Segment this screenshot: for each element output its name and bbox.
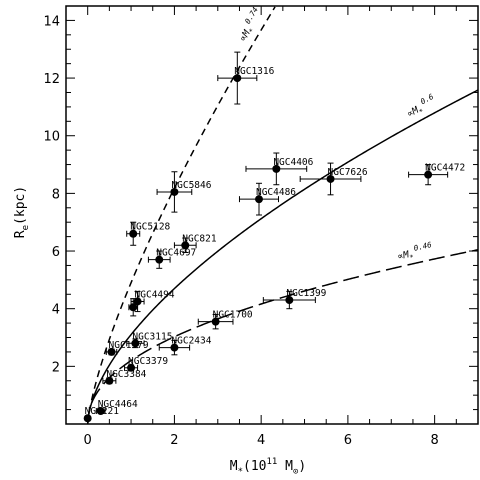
point-marker	[181, 241, 190, 250]
point-label: NGC1399	[286, 288, 326, 299]
point-label: NGC1379	[109, 340, 149, 351]
svg-text:∝M*0.6: ∝M*0.6	[403, 92, 439, 122]
x-tick-label: 4	[257, 433, 265, 448]
curve-label: ∝M*0.74	[234, 5, 267, 44]
data-point-ngc821: NGC821	[173, 233, 217, 253]
point-marker	[107, 347, 116, 356]
data-point	[128, 298, 139, 317]
fit-curve-0.6	[86, 89, 479, 425]
data-point-ngc7626: NGC7626	[299, 162, 368, 196]
x-tick-label: 0	[84, 433, 92, 448]
svg-text:∝M*0.46: ∝M*0.46	[396, 240, 435, 265]
point-marker	[133, 297, 142, 306]
data-point-ngc3384: NGC3384	[102, 369, 147, 385]
point-marker	[155, 255, 164, 264]
point-marker	[424, 170, 433, 179]
x-tick-label: 2	[170, 433, 178, 448]
data-point-ngc4406: NGC4406	[245, 152, 314, 186]
point-label: NGC3379	[128, 356, 168, 367]
fit-curve-0.46	[86, 249, 479, 425]
data-point-ngc4697: NGC4697	[147, 248, 196, 269]
point-label: NGC4697	[156, 248, 196, 259]
point-label: NGC4472	[425, 163, 465, 174]
y-tick-label: 12	[43, 72, 60, 87]
data-point-ngc5128: NGC5128	[126, 221, 171, 246]
x-tick-label: 6	[344, 433, 352, 448]
point-marker	[272, 164, 281, 173]
data-point-ngc1399: NGC1399	[262, 288, 327, 310]
y-tick-label: 14	[43, 14, 60, 29]
point-label: NGC4406	[273, 157, 313, 168]
data-point-ngc1316: NGC1316	[217, 51, 275, 105]
axis-ticks: 0 2 4 6 8 2 4 6 8 10 12 14	[43, 6, 479, 448]
y-tick-label: 6	[52, 245, 60, 260]
data-point-ngc2434: NGC2434	[158, 336, 212, 356]
svg-text:∝M*0.74: ∝M*0.74	[234, 5, 267, 44]
data-point-ngc3379: NGC3379	[124, 356, 168, 372]
data-point-ngc4486: NGC4486	[238, 182, 296, 216]
y-tick-label: 10	[43, 130, 60, 145]
fit-curves: ∝M*0.74 ∝M*0.6 ∝M*0.46	[86, 5, 479, 425]
point-label: NGC5128	[130, 222, 170, 233]
point-label: NGC1316	[234, 66, 274, 77]
data-point-ngc1379: NGC1379	[105, 340, 149, 356]
point-marker	[326, 174, 335, 183]
point-label: NGC3384	[106, 369, 146, 380]
point-label: NGC4494	[135, 289, 175, 300]
data-point-ngc5846: NGC5846	[156, 171, 212, 213]
point-label: NGC7626	[328, 167, 368, 178]
data-point-ngc1700: NGC1700	[197, 310, 253, 330]
point-label: NGC821	[182, 233, 217, 244]
x-axis-title: M*(1011 M⊙)	[230, 457, 306, 477]
point-marker	[170, 187, 179, 196]
point-marker	[233, 74, 242, 83]
point-marker	[105, 376, 114, 385]
point-marker	[129, 229, 138, 238]
y-tick-label: 2	[52, 360, 60, 375]
curve-label: ∝M*0.46	[396, 240, 435, 265]
point-marker	[129, 303, 138, 312]
point-marker	[170, 343, 179, 352]
y-tick-label: 8	[52, 187, 60, 202]
point-marker	[254, 195, 263, 204]
y-tick-label: 4	[52, 303, 60, 318]
point-label: NGC5846	[171, 180, 211, 191]
data-point-ngc3115: NGC3115	[126, 331, 172, 349]
curve-label: ∝M*0.6	[403, 92, 439, 122]
data-point-ngc4464: NGC4464	[95, 399, 138, 416]
point-label: NGC1700	[213, 310, 253, 321]
data-points: NGC221NGC4464NGC3384NGC3379NGC1379NGC311…	[83, 51, 465, 423]
y-axis-title: Re(kpc)	[13, 186, 31, 238]
point-label: NGC2434	[171, 336, 211, 347]
data-point-ngc4472: NGC4472	[408, 163, 465, 186]
x-tick-label: 8	[430, 433, 438, 448]
plot-frame	[65, 5, 479, 425]
point-label: NGC3115	[132, 331, 172, 342]
fit-curve-0.74	[86, 6, 276, 425]
point-marker	[96, 407, 105, 416]
point-marker	[127, 363, 136, 372]
point-label: NGC4464	[98, 399, 138, 410]
point-marker	[211, 317, 220, 326]
point-marker	[285, 296, 294, 305]
point-marker	[131, 339, 140, 348]
point-label: NGC4486	[256, 187, 296, 198]
